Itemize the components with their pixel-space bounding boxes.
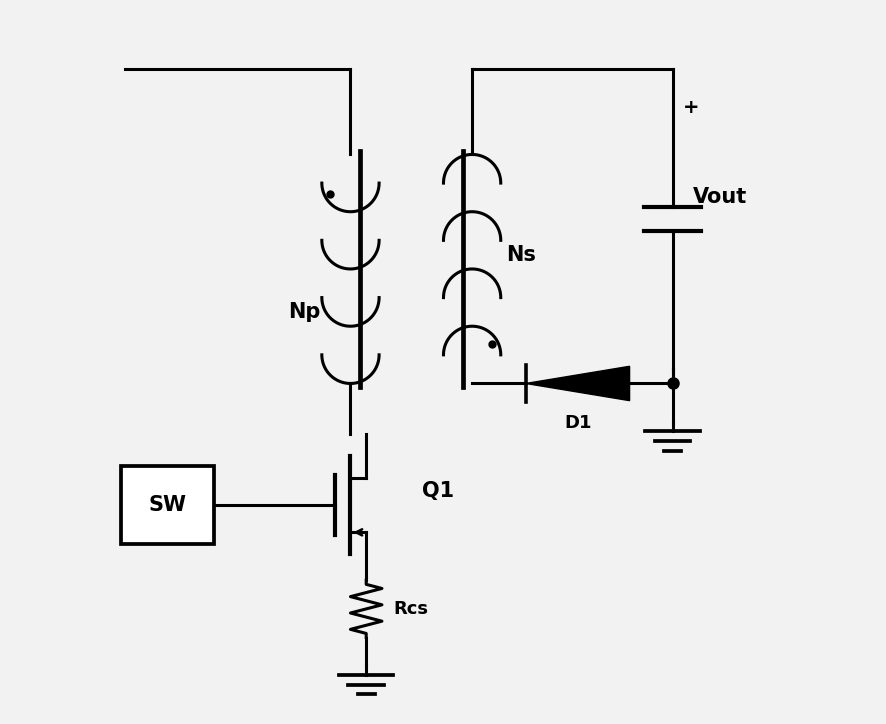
Text: SW: SW [149, 495, 187, 515]
Text: Ns: Ns [505, 245, 535, 265]
Text: Vout: Vout [692, 188, 746, 207]
Text: +: + [682, 98, 699, 117]
FancyBboxPatch shape [121, 466, 214, 544]
Polygon shape [525, 366, 629, 400]
Text: Np: Np [287, 302, 320, 322]
Text: Q1: Q1 [422, 481, 454, 501]
Text: Rcs: Rcs [393, 600, 428, 618]
Text: D1: D1 [563, 414, 591, 432]
